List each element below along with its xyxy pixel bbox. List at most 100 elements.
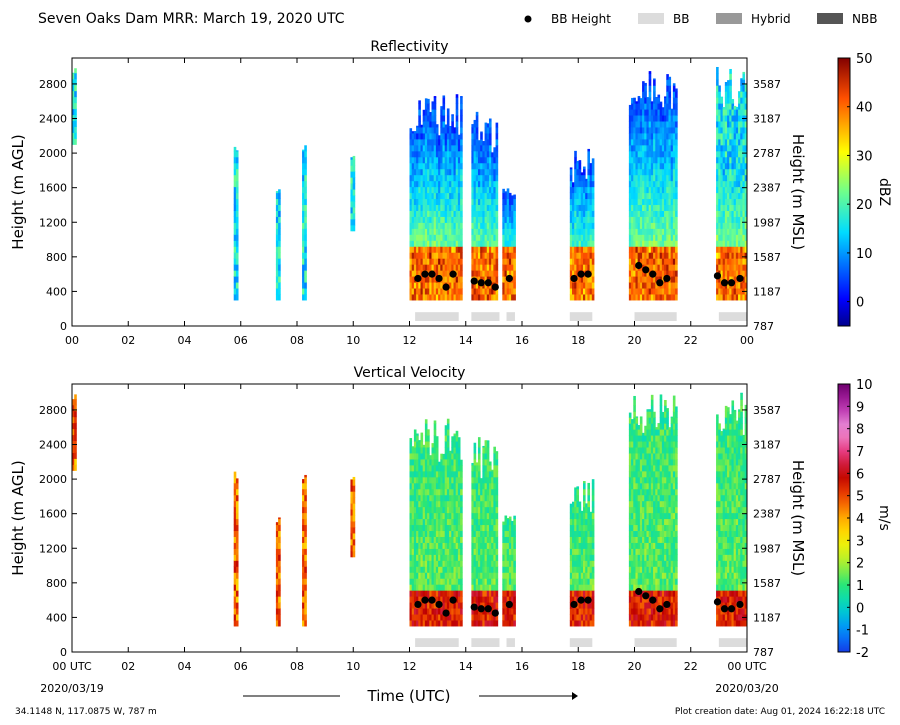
colorbar-tick-label: 0	[856, 601, 864, 616]
y-axis-label: Height (m AGL)	[9, 134, 27, 249]
bb-height-marker	[428, 596, 436, 604]
x-tick-label: 10	[346, 334, 360, 347]
x-tick-label: 18	[571, 334, 585, 347]
y-tick-label: 0	[60, 646, 67, 659]
bb-height-marker	[491, 283, 499, 291]
bb-height-marker	[570, 274, 578, 283]
bb-height-marker	[642, 592, 650, 600]
legend-label: NBB	[852, 12, 877, 26]
bb-height-marker	[656, 605, 664, 613]
bb-height-marker	[649, 596, 657, 604]
y-tick-label: 400	[46, 611, 67, 624]
bb-height-marker	[477, 279, 485, 287]
y2-tick-label: 2387	[753, 508, 781, 521]
colorbar	[837, 57, 851, 327]
bb-height-marker	[414, 274, 422, 283]
precip-period	[72, 394, 77, 471]
bb-class-bar	[415, 638, 459, 647]
precip-period	[302, 145, 307, 301]
y-tick-label: 1200	[39, 216, 67, 229]
precip-period	[275, 189, 281, 301]
x-tick-label: 14	[459, 660, 473, 673]
bb-height-marker	[656, 279, 664, 287]
x-tick-label: 06	[234, 334, 248, 347]
bb-height-marker	[577, 270, 585, 278]
precip-period	[409, 94, 463, 301]
colorbar-tick-label: 10	[856, 247, 873, 262]
bb-height-marker	[470, 603, 478, 611]
legend-label: Hybrid	[751, 12, 791, 26]
precip-period	[502, 515, 516, 627]
precip-period	[716, 66, 747, 301]
y-tick-label: 400	[46, 285, 67, 298]
location-text: 34.1148 N, 117.0875 W, 787 m	[15, 707, 157, 717]
colorbar-tick-label: 6	[856, 467, 864, 482]
precip-period	[409, 418, 463, 627]
precip-period	[350, 155, 356, 232]
colorbar-tick-label: 50	[856, 52, 873, 67]
colorbar-label: dBZ	[876, 178, 892, 206]
colorbar-tick-label: 9	[856, 400, 864, 415]
y-tick-label: 2000	[39, 147, 67, 160]
colorbar-tick-label: 20	[856, 198, 873, 213]
bb-height-marker	[720, 605, 729, 613]
bb-height-marker	[449, 596, 457, 604]
y-tick-label: 2400	[39, 439, 67, 452]
bb-height-marker	[584, 270, 592, 278]
precip-period	[233, 471, 239, 627]
x-tick-label: 14	[459, 334, 473, 347]
bb-height-marker	[414, 600, 422, 609]
x-tick-label: 06	[234, 660, 248, 673]
bb-class-bar	[634, 638, 677, 647]
bb-height-marker	[635, 587, 643, 596]
bb-height-marker	[449, 270, 457, 278]
bb-class-bar	[569, 312, 593, 321]
x-tick-label: 04	[178, 334, 192, 347]
precip-period	[233, 146, 239, 301]
y-tick-label: 0	[60, 320, 67, 333]
bb-height-marker	[428, 270, 436, 278]
x-date-left: 2020/03/19	[40, 682, 103, 695]
y2-tick-label: 787	[753, 646, 774, 659]
precip-period	[471, 437, 499, 627]
bb-height-marker	[477, 605, 485, 613]
y2-tick-label: 2387	[753, 182, 781, 195]
x-tick-label: 00 UTC	[727, 660, 767, 673]
bb-class-bar	[471, 312, 500, 321]
bb-class-bar	[415, 312, 459, 321]
colorbar-tick-label: 3	[856, 534, 864, 549]
legend: BB Height BB Hybrid NBB	[524, 12, 877, 26]
y2-tick-label: 3187	[753, 113, 781, 126]
y-tick-label: 800	[46, 577, 67, 590]
y2-tick-label: 2787	[753, 147, 781, 160]
y2-tick-label: 1187	[753, 611, 781, 624]
precip-period	[716, 392, 747, 627]
x-tick-label: 00 UTC	[52, 660, 92, 673]
panel-title: Vertical Velocity	[354, 365, 466, 381]
x-arrow-head	[572, 692, 578, 700]
y2-tick-label: 1987	[753, 542, 781, 555]
y2-tick-label: 3587	[753, 78, 781, 91]
x-date-right: 2020/03/20	[715, 682, 778, 695]
x-tick-label: 08	[290, 660, 304, 673]
y-tick-label: 2000	[39, 473, 67, 486]
y-tick-label: 2800	[39, 78, 67, 91]
bb-height-marker	[484, 279, 492, 287]
y-tick-label: 800	[46, 251, 67, 264]
x-tick-label: 00	[740, 334, 754, 347]
x-tick-label: 16	[515, 334, 529, 347]
y-tick-label: 1200	[39, 542, 67, 555]
bb-class-bar	[569, 638, 593, 647]
colorbar-tick-label: 5	[856, 490, 864, 505]
creation-date-text: Plot creation date: Aug 01, 2024 16:22:1…	[675, 707, 885, 717]
colorbar-tick-label: 10	[856, 378, 873, 393]
colorbar-tick-label: 8	[856, 423, 864, 438]
bb-height-marker	[570, 600, 578, 609]
panel-title: Reflectivity	[370, 39, 448, 55]
bb-height-marker	[442, 609, 450, 617]
bb-height-marker	[442, 283, 450, 291]
bb-height-marker	[649, 270, 657, 278]
bb-class-bar	[506, 312, 515, 321]
